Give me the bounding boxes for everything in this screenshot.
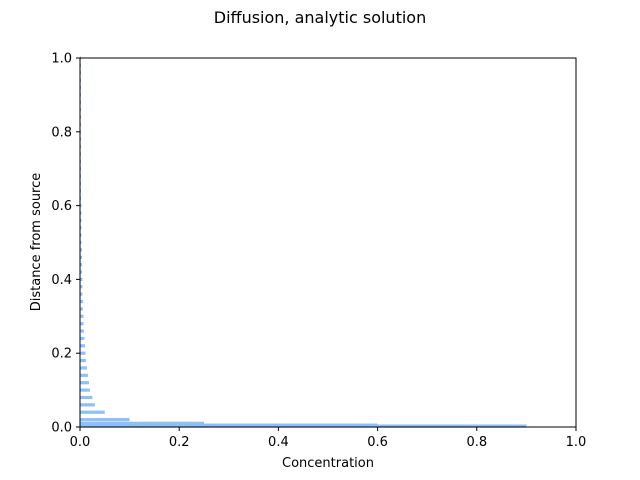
bar: [80, 410, 105, 414]
x-tick-label: 0.0: [70, 435, 91, 450]
bar: [80, 226, 82, 230]
bar: [80, 248, 82, 252]
bar: [80, 255, 82, 259]
y-axis-label: Distance from source: [29, 173, 44, 312]
bar: [80, 263, 82, 267]
bar: [80, 403, 95, 407]
bar: [80, 344, 85, 348]
bar: [80, 421, 204, 425]
bar: [80, 373, 88, 377]
bar: [80, 358, 86, 363]
bar: [80, 423, 378, 427]
y-tick-label: 0.4: [51, 273, 72, 288]
bar: [80, 314, 84, 318]
bar: [80, 381, 89, 385]
x-tick-label: 0.6: [367, 435, 388, 450]
bar: [80, 204, 82, 208]
x-tick-label: 0.2: [169, 435, 190, 450]
bar: [80, 240, 82, 245]
bar: [80, 322, 84, 326]
x-tick-label: 1.0: [566, 435, 587, 450]
y-tick-label: 1.0: [51, 52, 72, 67]
bar: [80, 351, 86, 355]
bar: [80, 233, 82, 237]
bar: [80, 366, 87, 370]
y-tick-label: 0.8: [51, 125, 72, 140]
x-axis-label: Concentration: [282, 456, 374, 471]
x-tick-label: 0.8: [466, 435, 487, 450]
y-tick-label: 0.2: [51, 347, 72, 362]
y-tick-label: 0.6: [51, 199, 72, 214]
bar: [80, 218, 82, 222]
bar: [80, 336, 85, 341]
x-tick-label: 0.4: [268, 435, 289, 450]
bar: [80, 299, 83, 304]
plot-frame: [79, 57, 577, 428]
y-tick-label: 0.0: [51, 421, 72, 436]
bar: [80, 277, 83, 281]
chart-title: Diffusion, analytic solution: [214, 8, 426, 27]
bar: [80, 307, 83, 311]
bar: [80, 285, 83, 289]
bar: [80, 270, 82, 274]
x-axis-ticks: 0.0 0.2 0.4 0.6 0.8 1.0: [70, 427, 587, 450]
bar: [80, 329, 84, 333]
y-axis-ticks: 0.0 0.2 0.4 0.6 0.8 1.0: [51, 52, 80, 436]
bar: [80, 211, 82, 215]
bars-group: [80, 56, 527, 428]
bar: [80, 395, 93, 400]
bar: [80, 388, 90, 392]
bar: [80, 418, 130, 422]
bar: [80, 292, 83, 296]
